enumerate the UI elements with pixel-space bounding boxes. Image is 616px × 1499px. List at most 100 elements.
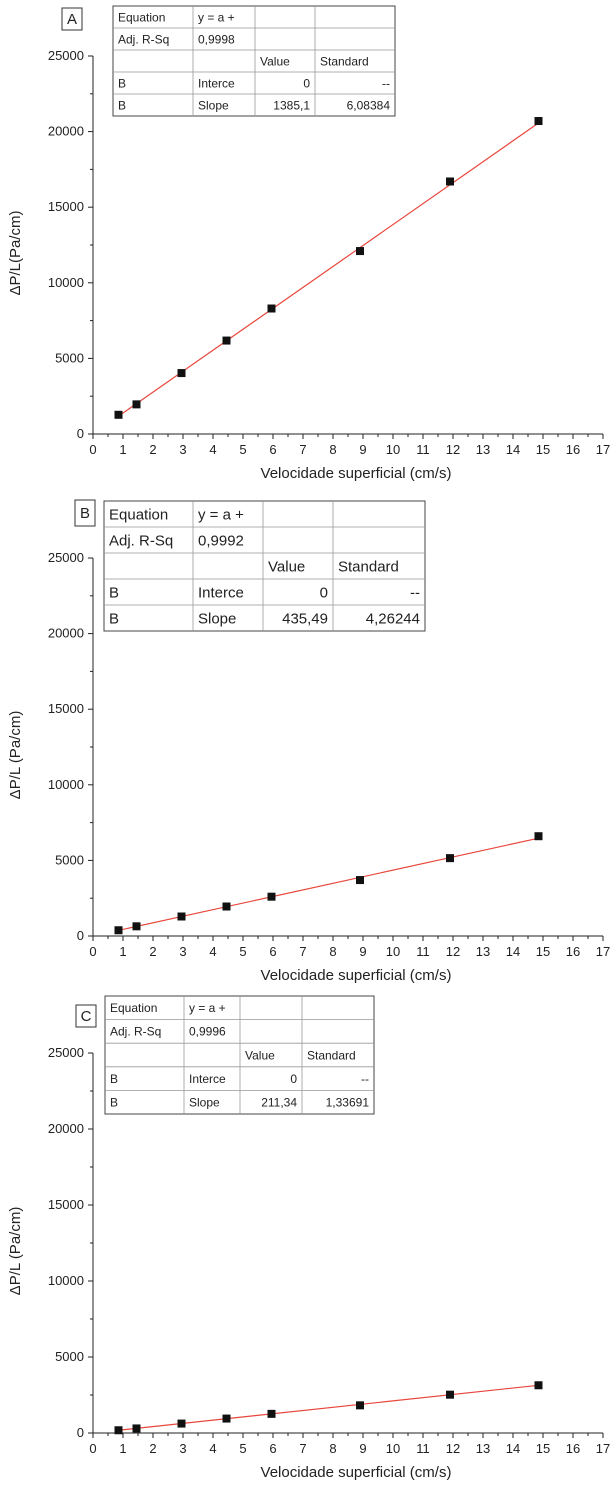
x-tick-label: 13 [476,1441,490,1456]
y-tick-label: 5000 [55,852,84,867]
table-cell: Interce [189,1072,226,1086]
x-tick-label: 5 [239,944,246,959]
table-cell: Value [268,558,305,575]
table-cell: 0,9998 [198,32,235,46]
y-tick-label: 20000 [48,1121,84,1136]
x-tick-label: 15 [536,442,550,457]
y-axis-label: ΔP/L (Pa/cm) [7,1207,24,1296]
y-tick-label: 15000 [48,1197,84,1212]
table-cell: Equation [118,10,165,24]
table-cell: Adj. R-Sq [110,1025,161,1039]
x-tick-label: 12 [446,1441,460,1456]
data-point [356,876,364,885]
x-tick-label: 4 [209,1441,216,1456]
x-tick-label: 0 [89,944,96,959]
table-cell: 0,9996 [189,1025,226,1039]
data-point [114,410,123,419]
x-tick-label: 6 [269,944,276,959]
table-cell: 0 [303,76,310,90]
data-point [446,854,454,863]
y-tick-label: 20000 [48,124,84,139]
x-tick-label: 10 [386,442,400,457]
table-cell: B [110,1096,118,1110]
panel-letter-box [61,7,83,31]
table-cell: B [118,98,126,112]
x-tick-label: 16 [566,1441,580,1456]
table-cell: B [118,76,126,90]
table-cell: Standard [307,1048,356,1062]
y-tick-label: 25000 [48,48,84,63]
data-point [177,912,186,921]
data-point [132,922,141,931]
data-point [267,304,276,313]
panel-letter: A [67,11,77,28]
fit-line [117,1384,539,1432]
x-tick-label: 16 [566,442,580,457]
data-point [267,1409,276,1418]
x-tick-label: 10 [386,944,400,959]
data-point [356,247,364,256]
data-point [132,400,141,409]
y-tick-label: 15000 [48,199,84,214]
data-point [222,336,231,345]
data-point [446,177,454,186]
table-cell: y = a + [198,10,235,24]
table-cell: Slope [189,1096,220,1110]
table-cell: -- [361,1072,369,1086]
table-cell: Adj. R-Sq [109,532,173,549]
table-cell: -- [382,76,390,90]
table-cell: 0 [320,584,328,601]
data-point [534,832,543,841]
table-cell: Standard [320,54,369,68]
data-point [356,1401,364,1410]
x-tick-label: 8 [329,1441,336,1456]
y-tick-label: 20000 [48,626,84,641]
table-cell: Equation [109,506,168,523]
x-tick-label: 1 [119,442,126,457]
y-tick-label: 10000 [48,1273,84,1288]
table-cell: Slope [198,98,229,112]
table-cell: Slope [198,610,236,627]
x-tick-label: 5 [239,1441,246,1456]
x-tick-label: 6 [269,442,276,457]
table-cell: Equation [110,1001,157,1015]
x-tick-label: 17 [596,442,610,457]
table-cell: -- [410,584,420,601]
table-cell: B [109,610,119,627]
x-tick-label: 4 [209,944,216,959]
y-axis-label: ΔP/L(Pa/cm) [7,210,24,295]
x-axis-label: Velocidade superficial (cm/s) [261,1464,452,1481]
x-tick-label: 15 [536,944,550,959]
data-point [222,902,231,911]
y-tick-label: 10000 [48,275,84,290]
table-cell: 435,49 [282,610,328,627]
table-frame [112,5,396,117]
chart-panel-c: 0 1 2 3 4 5 6 7 8 9 10 11 12 13 14 15 16 1705000100001500… [7,995,610,1481]
x-tick-label: 12 [446,442,460,457]
x-tick-label: 3 [179,944,186,959]
x-tick-label: 9 [359,944,366,959]
y-tick-label: 10000 [48,777,84,792]
x-tick-label: 7 [299,1441,306,1456]
fit-results-table: Equation y = a + Adj. R-Sq 0,9992 Value Stand… [103,500,426,632]
x-tick-label: 2 [149,1441,156,1456]
table-cell: Interce [198,584,244,601]
x-tick-label: 7 [299,442,306,457]
table-frame [103,500,426,632]
x-tick-label: 7 [299,944,306,959]
x-tick-label: 14 [506,442,520,457]
data-point [222,1414,231,1423]
table-cell: y = a + [189,1001,226,1015]
x-tick-label: 12 [446,944,460,959]
table-cell: Standard [338,558,399,575]
chart-panel-b: 0 1 2 3 4 5 6 7 8 9 10 11 12 13 14 15 16 1705000100001500… [7,499,610,984]
table-cell: 1,33691 [326,1096,370,1110]
y-tick-label: 0 [77,426,84,441]
x-tick-label: 3 [179,442,186,457]
chart-panel-a: 0 1 2 3 4 5 6 7 8 9 10 11 12 13 14 15 16 1705000100001500… [7,5,610,482]
x-axis-label: Velocidade superficial (cm/s) [261,465,452,482]
table-cell: B [110,1072,118,1086]
x-tick-label: 2 [149,944,156,959]
y-tick-label: 5000 [55,1349,84,1364]
fit-line [116,122,539,418]
